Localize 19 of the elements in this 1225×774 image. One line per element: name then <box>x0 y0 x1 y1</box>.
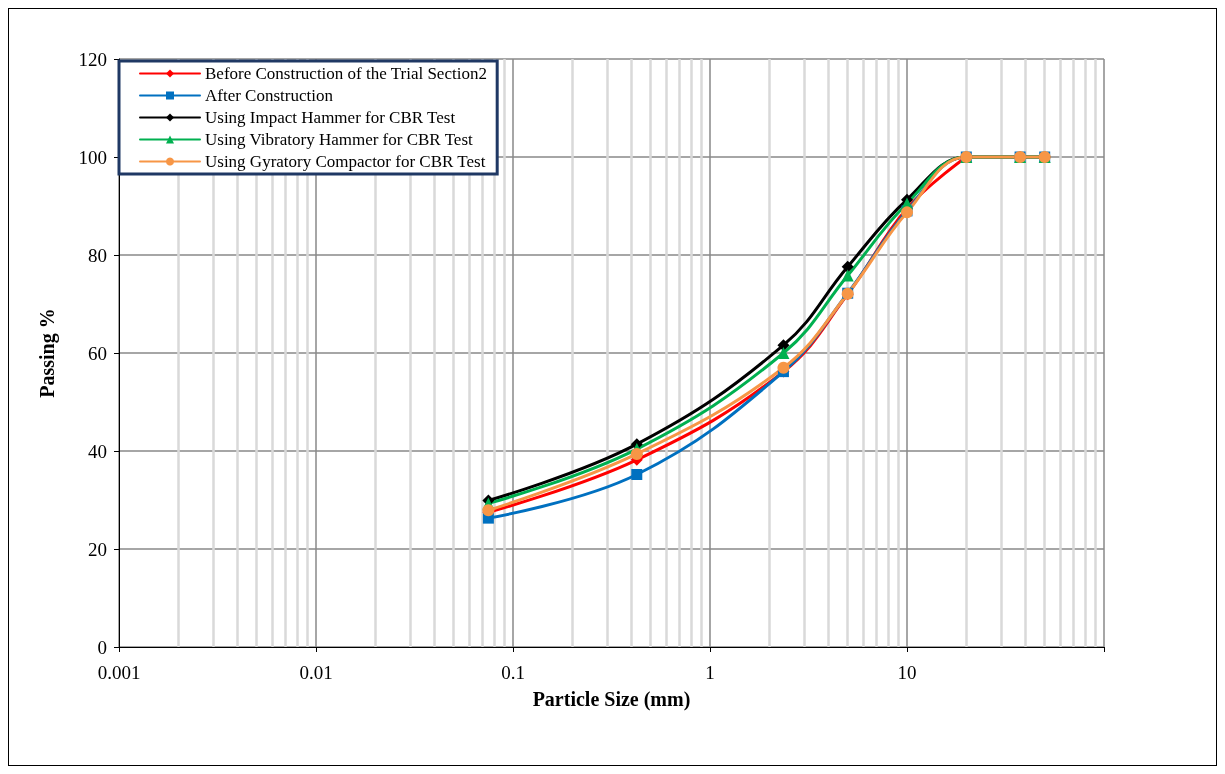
x-tick-label: 0.1 <box>501 662 525 683</box>
y-tick-label: 60 <box>88 342 107 364</box>
legend-label: Using Vibratory Hammer for CBR Test <box>205 130 473 149</box>
y-tick-label: 80 <box>88 244 107 266</box>
y-tick-label: 100 <box>78 146 107 168</box>
legend-label: Using Impact Hammer for CBR Test <box>205 108 456 127</box>
x-tick-label: 0.001 <box>97 662 141 683</box>
x-tick-label: 10 <box>897 662 917 683</box>
y-tick-label: 120 <box>78 48 107 70</box>
y-tick-label: 40 <box>88 440 107 462</box>
x-tick-label: 0.01 <box>299 662 333 683</box>
legend-label: After Construction <box>205 86 334 105</box>
x-axis-title: Particle Size (mm) <box>532 688 691 711</box>
x-tick-label: 1 <box>705 662 715 683</box>
y-axis-title: Passing % <box>36 308 59 398</box>
legend-label: Before Construction of the Trial Section2 <box>205 64 487 83</box>
y-tick-label: 0 <box>97 636 107 658</box>
y-tick-label: 20 <box>88 538 107 560</box>
legend-label: Using Gyratory Compactor for CBR Test <box>205 152 486 171</box>
